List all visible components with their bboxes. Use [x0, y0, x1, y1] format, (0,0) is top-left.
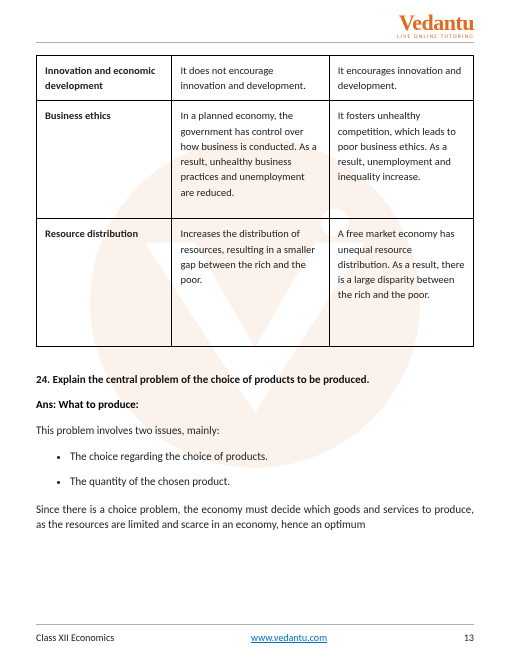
list-item: The choice regarding the choice of produ… — [70, 449, 474, 464]
comparison-table: Innovation and economic development It d… — [36, 55, 474, 347]
page-footer: Class XII Economics www.vedantu.com 13 — [36, 624, 474, 644]
footer-left: Class XII Economics — [36, 631, 114, 644]
table-row: Business ethics In a planned economy, th… — [37, 101, 474, 219]
brand-name: Vedantu — [397, 10, 474, 36]
row-col2: In a planned economy, the government has… — [172, 101, 329, 219]
row-label: Resource distribution — [37, 219, 172, 347]
table-row: Innovation and economic development It d… — [37, 56, 474, 101]
row-col3: A free market economy has unequal resour… — [329, 219, 473, 347]
answer-prefix: Ans: — [36, 398, 56, 411]
row-col2: It does not encourage innovation and dev… — [172, 56, 329, 101]
question-text: Explain the central problem of the choic… — [53, 373, 370, 386]
row-col3: It fosters unhealthy competition, which … — [329, 101, 473, 219]
page-header: Vedantu LIVE ONLINE TUTORING — [36, 10, 474, 42]
footer-divider — [36, 624, 474, 625]
footer-link[interactable]: www.vedantu.com — [251, 631, 327, 644]
answer-bullets: The choice regarding the choice of produ… — [70, 449, 474, 490]
header-divider — [36, 42, 474, 43]
row-label: Business ethics — [37, 101, 172, 219]
list-item: The quantity of the chosen product. — [70, 474, 474, 489]
answer-heading: Ans: What to produce: — [36, 398, 474, 411]
row-label: Innovation and economic development — [37, 56, 172, 101]
answer-paragraph: Since there is a choice problem, the eco… — [36, 502, 474, 533]
answer-heading-text: What to produce: — [59, 398, 139, 411]
row-col2: Increases the distribution of resources,… — [172, 219, 329, 347]
question-line: 24. Explain the central problem of the c… — [36, 373, 474, 386]
row-col3: It encourages innovation and development… — [329, 56, 473, 101]
answer-intro: This problem involves two issues, mainly… — [36, 423, 474, 438]
page-number: 13 — [464, 631, 474, 644]
question-number: 24. — [36, 373, 50, 386]
brand-logo: Vedantu LIVE ONLINE TUTORING — [397, 10, 474, 40]
brand-tagline: LIVE ONLINE TUTORING — [397, 34, 474, 40]
table-row: Resource distribution Increases the dist… — [37, 219, 474, 347]
